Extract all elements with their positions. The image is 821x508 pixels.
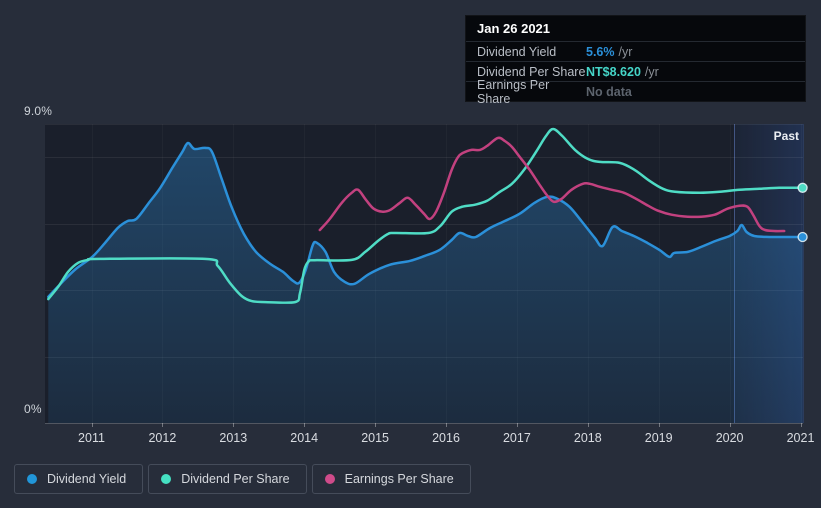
x-gridline-2012 — [162, 124, 163, 423]
x-gridline-2016 — [446, 124, 447, 423]
x-tick-2012 — [162, 423, 164, 427]
x-tick-2014 — [304, 423, 306, 427]
x-axis-label-2012: 2012 — [148, 431, 177, 445]
x-gridline-2013 — [233, 124, 234, 423]
x-axis-label-2020: 2020 — [715, 431, 744, 445]
x-axis-label-2011: 2011 — [78, 431, 105, 445]
y-axis-min-label: 0% — [24, 402, 42, 416]
x-gridline-2019 — [659, 124, 660, 423]
y-gridline-6 — [45, 223, 803, 225]
legend-label: Dividend Per Share — [181, 472, 290, 486]
y-gridline-8 — [45, 157, 803, 159]
dividend-yield-legend-dot-icon — [27, 474, 37, 484]
x-gridline-2011 — [92, 124, 93, 423]
x-axis-label-2015: 2015 — [361, 431, 389, 445]
tooltip-date: Jan 26 2021 — [477, 21, 551, 36]
x-tick-2015 — [375, 423, 377, 427]
legend-label: Earnings Per Share — [344, 472, 454, 486]
x-axis-label-2019: 2019 — [644, 431, 673, 445]
tooltip-label: Dividend Yield — [477, 44, 557, 59]
x-tick-2021 — [800, 423, 802, 427]
tooltip-row-dividend-yield: Dividend Yield 5.6% /yr — [466, 41, 805, 61]
tooltip-value: 5.6% — [586, 44, 615, 59]
x-gridline-2014 — [304, 124, 305, 423]
x-gridline-2015 — [375, 124, 376, 423]
x-axis-line — [45, 423, 803, 424]
legend-label: Dividend Yield — [47, 472, 127, 486]
x-tick-2017 — [516, 423, 518, 427]
past-label: Past — [773, 129, 799, 143]
tooltip-row-earnings-per-share: Earnings Per Share No data — [466, 78, 805, 106]
hover-tooltip: Jan 26 2021 Dividend Yield 5.6% /yr Divi… — [465, 15, 806, 106]
legend-item-dividend-yield[interactable]: Dividend Yield — [14, 464, 144, 494]
tooltip-label: Earnings Per Share — [477, 77, 550, 106]
plot-area[interactable] — [45, 124, 803, 423]
tooltip-label: Dividend Per Share — [477, 64, 586, 79]
y-gridline-4 — [45, 290, 803, 292]
tooltip-unit: /yr — [618, 44, 633, 59]
x-axis-label-2016: 2016 — [432, 431, 460, 445]
tooltip-value: No data — [586, 84, 632, 99]
x-gridline-2020 — [730, 124, 731, 423]
earnings-per-share-legend-dot-icon — [324, 474, 335, 484]
x-axis-label-2014: 2014 — [290, 431, 319, 445]
y-gridline-9 — [45, 124, 803, 125]
tooltip-value: NT$8.620 — [586, 64, 641, 79]
x-tick-2011 — [91, 423, 93, 427]
x-tick-2018 — [587, 423, 589, 427]
x-gridline-2018 — [588, 124, 589, 423]
x-tick-2013 — [233, 423, 235, 427]
x-gridline-2017 — [517, 124, 518, 423]
tooltip-unit: /yr — [644, 64, 659, 79]
dividend-per-share-legend-dot-icon — [161, 474, 172, 484]
legend-item-earnings-per-share[interactable]: Earnings Per Share — [311, 464, 471, 494]
tooltip-row-dividend-per-share: Dividend Per Share NT$8.620 /yr — [466, 61, 805, 81]
past-period-band — [734, 124, 804, 423]
x-tick-2019 — [658, 423, 660, 427]
x-axis-label-2013: 2013 — [219, 431, 248, 445]
x-axis-label-2021: 2021 — [786, 431, 815, 445]
y-gridline-2 — [45, 356, 803, 358]
y-axis-max-label: 9.0% — [24, 104, 53, 118]
legend: Dividend Yield Dividend Per Share Earnings… — [14, 464, 476, 494]
x-gridline-2021 — [801, 124, 802, 423]
x-axis-label-2018: 2018 — [573, 431, 602, 445]
legend-item-dividend-per-share[interactable]: Dividend Per Share — [148, 464, 307, 494]
x-axis-label-2017: 2017 — [502, 431, 531, 445]
x-tick-2020 — [729, 423, 731, 427]
x-tick-2016 — [446, 423, 447, 427]
